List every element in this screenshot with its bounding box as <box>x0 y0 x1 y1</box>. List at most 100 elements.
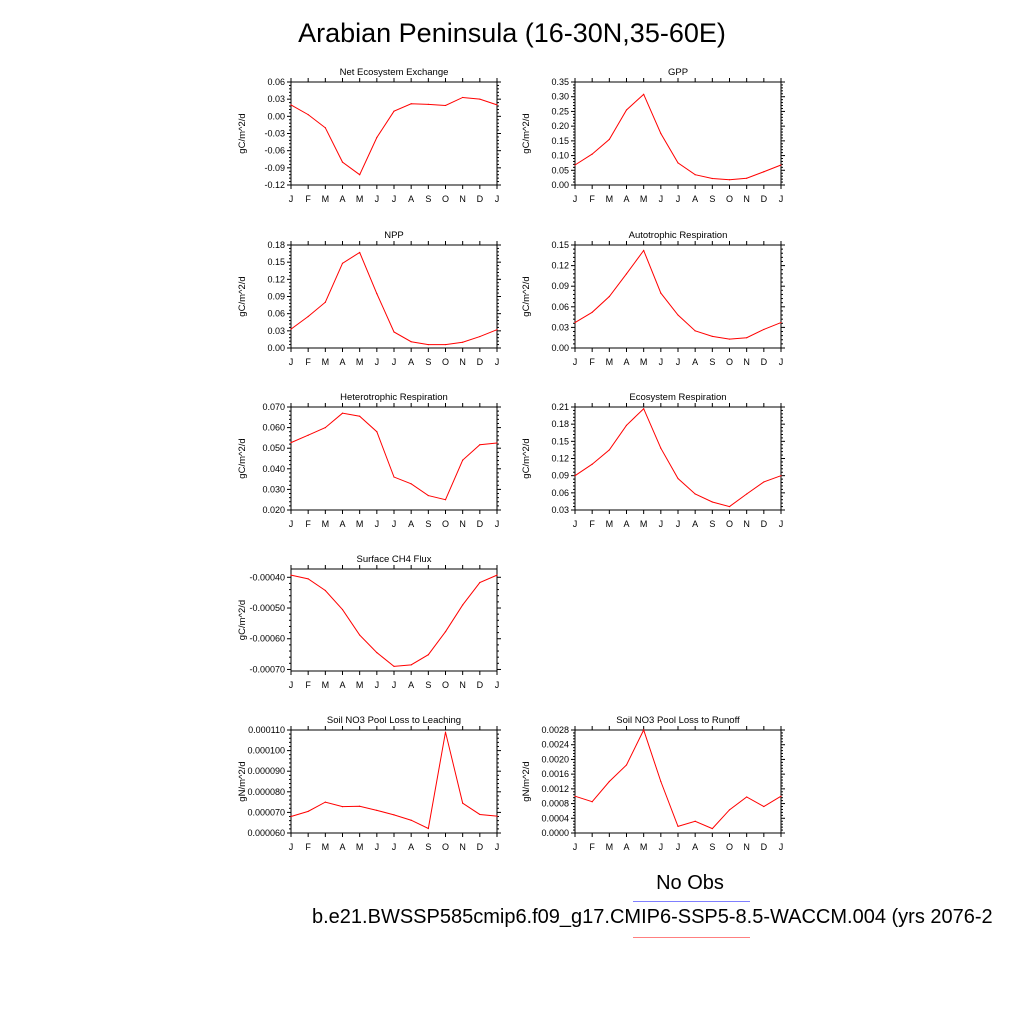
x-tick-label: S <box>425 519 431 529</box>
data-point <box>677 477 679 480</box>
x-tick-label: A <box>623 842 629 852</box>
y-tick-label: 0.00 <box>267 343 285 353</box>
x-tick-label: M <box>322 842 330 852</box>
data-point <box>462 604 464 606</box>
y-tick-label: -0.00060 <box>249 634 285 644</box>
y-tick-label: 0.00 <box>551 180 569 190</box>
data-point <box>376 136 378 139</box>
data-point <box>677 162 679 164</box>
data-point <box>393 665 395 667</box>
x-tick-label: D <box>477 842 484 852</box>
data-point <box>643 408 645 410</box>
data-point <box>376 809 378 811</box>
x-tick-label: J <box>573 357 578 367</box>
y-tick-label: 0.03 <box>551 322 569 332</box>
y-tick-label: 0.03 <box>267 94 285 104</box>
x-tick-label: J <box>779 519 784 529</box>
data-point <box>694 174 696 176</box>
data-point <box>359 634 361 636</box>
data-point <box>324 427 326 429</box>
y-tick-label: 0.00 <box>267 111 285 121</box>
data-point <box>608 295 610 298</box>
chart-panel: Heterotrophic Respiration gC/m^2/d 0.020 0.… <box>237 392 501 529</box>
data-point <box>763 328 765 331</box>
data-point <box>307 315 309 318</box>
x-tick-label: J <box>392 842 397 852</box>
x-tick-label: M <box>356 680 364 690</box>
x-tick-label: S <box>709 519 715 529</box>
plot-frame <box>574 244 782 349</box>
data-point <box>574 795 576 797</box>
data-point <box>746 493 748 495</box>
series-line <box>574 407 782 508</box>
data-point <box>462 802 464 804</box>
data-point <box>574 321 576 324</box>
x-tick-label: S <box>709 357 715 367</box>
data-point <box>290 815 292 818</box>
plot-frame <box>574 81 782 186</box>
x-tick-label: J <box>659 194 664 204</box>
data-point <box>496 329 498 331</box>
data-point <box>359 415 361 417</box>
data-point <box>393 110 395 112</box>
x-tick-label: M <box>606 842 614 852</box>
y-tick-label: 0.09 <box>551 281 569 291</box>
chart-title: Net Ecosystem Exchange <box>340 67 449 78</box>
series-line <box>290 251 498 346</box>
x-tick-label: M <box>640 357 648 367</box>
y-tick-label: 0.040 <box>262 464 285 474</box>
x-tick-label: N <box>743 842 750 852</box>
x-tick-label: A <box>692 357 698 367</box>
data-point <box>324 589 326 592</box>
x-tick-label: A <box>692 842 698 852</box>
x-tick-label: F <box>589 842 595 852</box>
x-tick-label: J <box>375 519 380 529</box>
x-tick-label: J <box>375 680 380 690</box>
y-tick-label: 0.06 <box>267 309 285 319</box>
x-tick-label: N <box>743 357 750 367</box>
x-tick-label: A <box>692 519 698 529</box>
y-tick-label: 0.06 <box>551 488 569 498</box>
x-tick-label: D <box>477 519 484 529</box>
y-tick-label: 0.070 <box>262 402 285 412</box>
data-point <box>393 331 395 333</box>
x-tick-label: J <box>676 519 681 529</box>
data-point <box>728 809 731 811</box>
data-point <box>410 103 412 105</box>
x-tick-label: D <box>761 519 768 529</box>
data-point <box>462 459 464 461</box>
data-point <box>608 449 610 451</box>
y-tick-label: 0.0024 <box>541 740 569 750</box>
x-tick-label: M <box>606 519 614 529</box>
data-point <box>427 103 429 105</box>
y-tick-label: 0.15 <box>551 136 569 146</box>
data-point <box>341 608 344 611</box>
chart-panel: Surface CH4 Flux gC/m^2/d -0.00070 -0.00060… <box>237 554 501 690</box>
x-tick-label: M <box>356 842 364 852</box>
x-tick-label: J <box>392 519 397 529</box>
y-tick-label: 0.15 <box>267 257 285 267</box>
series-line <box>574 249 782 340</box>
data-point <box>763 481 765 483</box>
y-axis-label: gC/m^2/d <box>237 438 248 478</box>
x-tick-label: M <box>356 357 364 367</box>
legend-line-blue <box>633 901 750 902</box>
x-tick-label: F <box>589 194 595 204</box>
data-point <box>410 483 412 485</box>
data-point <box>444 499 447 501</box>
y-tick-label: 0.0008 <box>541 799 569 809</box>
data-point <box>393 814 395 816</box>
x-tick-label: S <box>709 194 715 204</box>
y-tick-label: 0.10 <box>551 151 569 161</box>
y-tick-label: 0.030 <box>262 484 285 494</box>
series-line <box>290 412 498 501</box>
x-tick-label: D <box>477 194 484 204</box>
x-tick-label: A <box>408 194 414 204</box>
plot-frame <box>574 729 782 834</box>
data-point <box>341 161 344 163</box>
x-tick-label: F <box>305 842 311 852</box>
x-tick-label: A <box>339 680 345 690</box>
data-point <box>290 442 292 444</box>
data-point <box>307 114 309 116</box>
plot-frame <box>574 406 782 511</box>
